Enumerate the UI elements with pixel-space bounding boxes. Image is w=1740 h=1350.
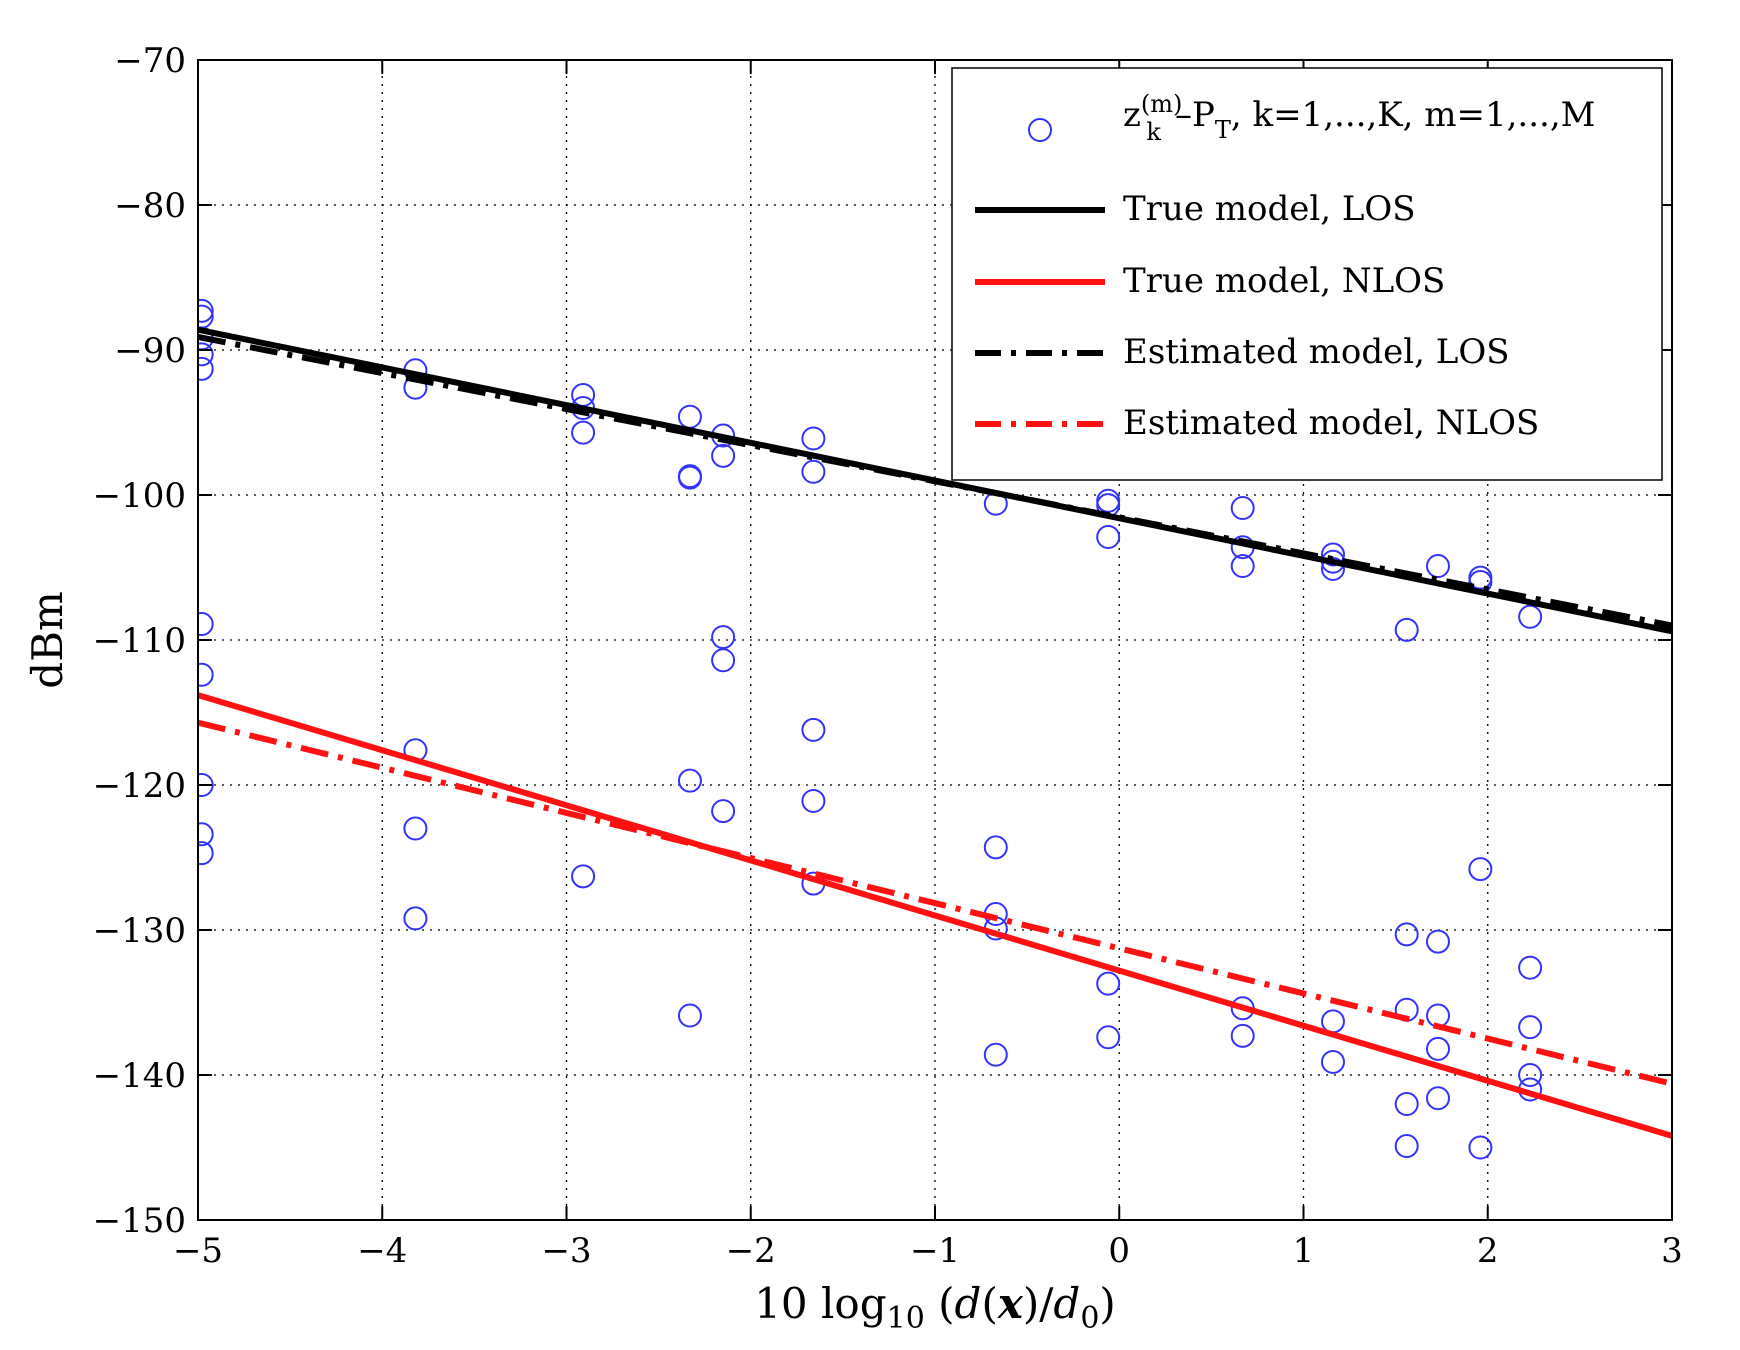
y-tick-label: −90 <box>114 331 186 371</box>
data-point <box>1320 542 1345 567</box>
legend-box <box>951 67 1663 481</box>
x-tick-label: −4 <box>357 1231 407 1271</box>
data-point <box>1468 1135 1493 1160</box>
legend-label-points: z(m) k –PT, k=1,...,K, m=1,...,M <box>1123 90 1595 146</box>
line-est-nlos <box>198 719 1672 1087</box>
x-tick-label: −2 <box>726 1231 776 1271</box>
y-axis-label: dBm <box>23 591 72 689</box>
data-point <box>403 906 428 931</box>
data-point <box>801 459 826 484</box>
data-point <box>801 426 826 451</box>
data-point <box>1518 1015 1543 1040</box>
data-point <box>198 822 214 847</box>
y-tick-label: −80 <box>114 186 186 226</box>
legend-label-est-los: Estimated model, LOS <box>1123 332 1510 372</box>
data-point <box>198 304 214 329</box>
data-point <box>1394 922 1419 947</box>
x-tick-label: −3 <box>541 1231 591 1271</box>
legend-label-true-los: True model, LOS <box>1123 189 1416 229</box>
data-point <box>711 625 736 650</box>
data-point <box>711 648 736 673</box>
data-point <box>1426 1086 1451 1111</box>
data-point <box>1394 1092 1419 1116</box>
line-est-los <box>198 334 1672 629</box>
data-point <box>677 404 702 429</box>
y-tick-label: −70 <box>114 41 186 81</box>
data-point <box>1518 1063 1543 1087</box>
data-point <box>1320 1009 1345 1034</box>
data-point <box>1320 556 1345 581</box>
data-point <box>1096 488 1121 513</box>
data-point <box>198 773 214 797</box>
data-point <box>1426 1036 1451 1061</box>
x-tick-label: 3 <box>1661 1231 1683 1271</box>
data-point <box>1394 1134 1419 1159</box>
x-tick-label: 2 <box>1477 1231 1499 1271</box>
data-point <box>983 835 1008 860</box>
model-lines <box>198 326 1672 1139</box>
data-point <box>198 612 214 637</box>
data-point <box>801 788 826 813</box>
legend-label-est-nlos: Estimated model, NLOS <box>1123 403 1539 443</box>
data-point <box>1394 617 1419 642</box>
x-tick-label: −1 <box>910 1231 960 1271</box>
data-point <box>198 356 214 381</box>
data-point <box>571 864 596 889</box>
data-point <box>983 1042 1008 1067</box>
y-tick-label: −150 <box>93 1201 186 1241</box>
data-point <box>677 1003 702 1028</box>
y-tick-label: −110 <box>93 621 186 661</box>
data-point <box>571 382 596 407</box>
x-tick-label: −5 <box>173 1231 223 1271</box>
data-point <box>1096 971 1121 996</box>
y-tick-label: −120 <box>93 766 186 806</box>
data-point <box>1230 554 1255 579</box>
data-point <box>198 342 214 367</box>
data-point <box>1518 604 1543 629</box>
data-point <box>1468 857 1493 882</box>
data-point <box>1426 1003 1451 1028</box>
legend: z(m) k –PT, k=1,...,K, m=1,...,M True model… <box>951 67 1663 481</box>
legend-point-marker <box>1028 118 1052 142</box>
axis-ticks: −5 −4 −3 −2 −1 0 1 2 3 −70 −80 −90 −100 −110 −120 −130 −… <box>93 41 1683 1271</box>
data-point <box>198 298 214 323</box>
data-point <box>403 816 428 841</box>
data-point <box>1426 929 1451 954</box>
data-point <box>1096 525 1121 550</box>
data-point <box>1096 1025 1121 1050</box>
x-axis-label: 10 log10 (d(x)/d0) <box>754 1279 1116 1336</box>
data-point <box>1518 955 1543 980</box>
data-point <box>198 841 214 866</box>
data-point <box>1230 1023 1255 1048</box>
data-point <box>571 420 596 445</box>
data-point <box>198 662 214 687</box>
data-point <box>677 768 702 793</box>
line-true-nlos <box>198 692 1672 1139</box>
data-point <box>1320 1049 1345 1074</box>
y-tick-label: −140 <box>93 1056 186 1096</box>
data-point <box>711 443 736 468</box>
data-point <box>801 717 826 742</box>
legend-label-true-nlos: True model, NLOS <box>1123 261 1445 301</box>
x-tick-label: 1 <box>1293 1231 1315 1271</box>
data-point <box>1426 554 1451 579</box>
data-point <box>1230 496 1255 521</box>
data-point <box>711 799 736 824</box>
y-tick-label: −100 <box>93 476 186 516</box>
data-point <box>677 465 702 490</box>
y-tick-label: −130 <box>93 911 186 951</box>
x-tick-label: 0 <box>1108 1231 1130 1271</box>
